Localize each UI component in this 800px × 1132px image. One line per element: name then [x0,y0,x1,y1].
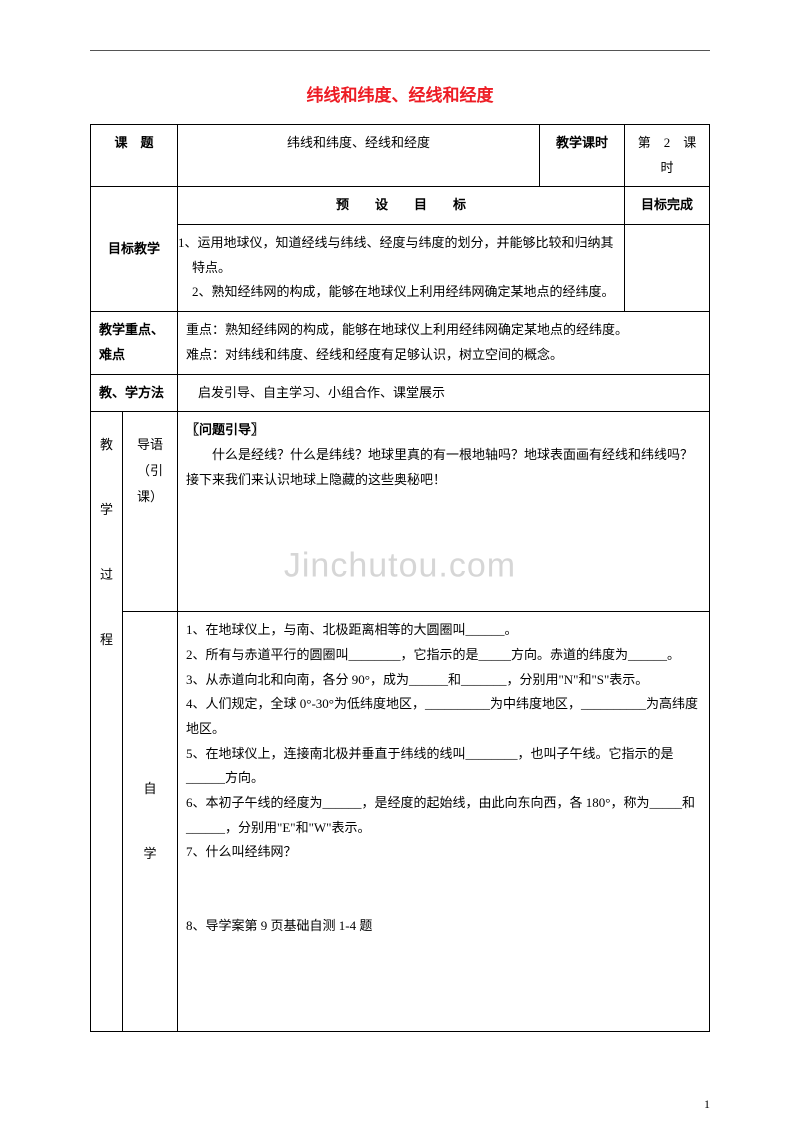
table-row-goal-header: 目标教学 预 设 目 标 目标完成 [91,187,710,225]
table-row-method: 教、学方法 启发引导、自主学习、小组合作、课堂展示 [91,374,710,412]
value-focus: 重点：熟知经纬网的构成，能够在地球仪上利用经纬网确定某地点的经纬度。 难点：对纬… [178,312,710,374]
label-topic: 课 题 [91,125,178,187]
intro-body: 〖问题引导〗 什么是经线？什么是纬线？地球里真的有一根地轴吗？地球表面画有经线和… [178,412,710,612]
top-rule [90,50,710,51]
list-item: 3、从赤道向北和向南，各分 90°，成为______和_______，分别用"N… [186,668,701,693]
label-method: 教、学方法 [91,374,178,412]
label-intro-side: 导语（引课） [123,412,178,612]
lesson-plan-table: 课 题 纬线和纬度、经线和经度 教学课时 第 2 课时 目标教学 预 设 目 标… [90,124,710,1032]
self-body: 1、在地球仪上，与南、北极距离相等的大圆圈叫______。2、所有与赤道平行的圆… [178,612,710,1032]
list-item [186,865,701,890]
table-row-topic: 课 题 纬线和纬度、经线和经度 教学课时 第 2 课时 [91,125,710,187]
table-row-selfstudy: 自 学 1、在地球仪上，与南、北极距离相等的大圆圈叫______。2、所有与赤道… [91,612,710,1032]
list-item [186,890,701,915]
label-period: 教学课时 [540,125,625,187]
page-number: 1 [704,1097,710,1112]
list-item: 4、人们规定，全球 0°-30°为低纬度地区，__________为中纬度地区，… [186,692,701,741]
table-row-focus: 教学重点、难点 重点：熟知经纬网的构成，能够在地球仪上利用经纬网确定某地点的经纬… [91,312,710,374]
list-item: 5、在地球仪上，连接南北极并垂直于纬线的线叫________，也叫子午线。它指示… [186,742,701,791]
table-row-goal-body: 1、运用地球仪，知道经线与纬线、经度与纬度的划分，并能够比较和归纳其特点。 2、… [91,225,710,312]
intro-heading: 〖问题引导〗 [186,418,701,443]
intro-text: 什么是经线？什么是纬线？地球里真的有一根地轴吗？地球表面画有经线和纬线吗？接下来… [186,443,701,492]
list-item: 6、本初子午线的经度为______，是经度的起始线，由此向东向西，各 180°，… [186,791,701,840]
goal-items: 1、运用地球仪，知道经线与纬线、经度与纬度的划分，并能够比较和归纳其特点。 2、… [178,225,625,312]
list-item: 1、在地球仪上，与南、北极距离相等的大圆圈叫______。 [186,618,701,643]
label-process-vert: 教 学 过 程 [91,412,123,1032]
done-header: 目标完成 [625,187,710,225]
label-self-side: 自 学 [123,612,178,1032]
value-topic: 纬线和纬度、经线和经度 [178,125,540,187]
list-item: 7、什么叫经纬网？ [186,840,701,865]
table-row-intro: 教 学 过 程 导语（引课） 〖问题引导〗 什么是经线？什么是纬线？地球里真的有… [91,412,710,612]
value-period: 第 2 课时 [625,125,710,187]
goal-done-cell [625,225,710,312]
list-item: 2、所有与赤道平行的圆圈叫________，它指示的是_____方向。赤道的纬度… [186,643,701,668]
preset-header: 预 设 目 标 [178,187,625,225]
value-method: 启发引导、自主学习、小组合作、课堂展示 [178,374,710,412]
label-focus: 教学重点、难点 [91,312,178,374]
page-title: 纬线和纬度、经线和经度 [90,81,710,106]
label-goal: 目标教学 [91,187,178,312]
list-item: 8、导学案第 9 页基础自测 1-4 题 [186,914,701,939]
